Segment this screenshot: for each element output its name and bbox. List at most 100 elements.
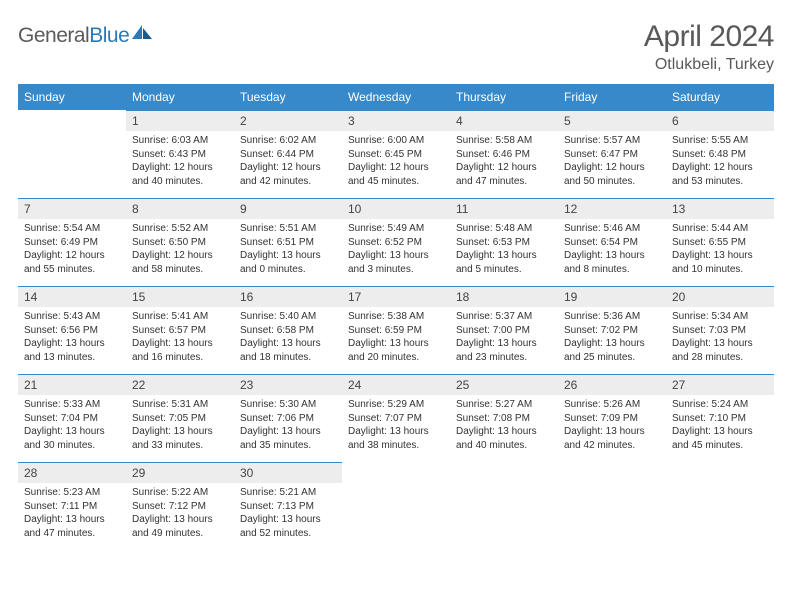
- day-number: 22: [126, 375, 234, 395]
- day-details: Sunrise: 5:46 AMSunset: 6:54 PMDaylight:…: [558, 219, 666, 282]
- day-number: 12: [558, 199, 666, 219]
- title-block: April 2024 Otlukbeli, Turkey: [644, 20, 774, 74]
- day-number: 30: [234, 463, 342, 483]
- calendar-day-cell: 6Sunrise: 5:55 AMSunset: 6:48 PMDaylight…: [666, 110, 774, 198]
- calendar-day-cell: 25Sunrise: 5:27 AMSunset: 7:08 PMDayligh…: [450, 374, 558, 462]
- logo-text-part2: Blue: [89, 24, 129, 47]
- calendar-day-cell: 4Sunrise: 5:58 AMSunset: 6:46 PMDaylight…: [450, 110, 558, 198]
- day-number: 16: [234, 287, 342, 307]
- weekday-header: Monday: [126, 84, 234, 110]
- day-details: Sunrise: 5:48 AMSunset: 6:53 PMDaylight:…: [450, 219, 558, 282]
- calendar-day-cell: 28Sunrise: 5:23 AMSunset: 7:11 PMDayligh…: [18, 462, 126, 550]
- day-number: 8: [126, 199, 234, 219]
- day-details: Sunrise: 5:22 AMSunset: 7:12 PMDaylight:…: [126, 483, 234, 546]
- day-details: Sunrise: 6:00 AMSunset: 6:45 PMDaylight:…: [342, 131, 450, 194]
- day-number: 4: [450, 111, 558, 131]
- calendar-table: SundayMondayTuesdayWednesdayThursdayFrid…: [18, 84, 774, 550]
- day-number: 20: [666, 287, 774, 307]
- weekday-header: Sunday: [18, 84, 126, 110]
- logo: GeneralBlue: [18, 24, 153, 48]
- day-number: 23: [234, 375, 342, 395]
- day-number: 1: [126, 111, 234, 131]
- day-details: Sunrise: 5:31 AMSunset: 7:05 PMDaylight:…: [126, 395, 234, 458]
- calendar-empty-cell: [18, 110, 126, 198]
- calendar-day-cell: 8Sunrise: 5:52 AMSunset: 6:50 PMDaylight…: [126, 198, 234, 286]
- calendar-empty-cell: [666, 462, 774, 550]
- page-title: April 2024: [644, 20, 774, 54]
- day-number: 18: [450, 287, 558, 307]
- calendar-day-cell: 10Sunrise: 5:49 AMSunset: 6:52 PMDayligh…: [342, 198, 450, 286]
- day-number: 2: [234, 111, 342, 131]
- day-details: Sunrise: 5:44 AMSunset: 6:55 PMDaylight:…: [666, 219, 774, 282]
- calendar-day-cell: 2Sunrise: 6:02 AMSunset: 6:44 PMDaylight…: [234, 110, 342, 198]
- day-details: Sunrise: 5:40 AMSunset: 6:58 PMDaylight:…: [234, 307, 342, 370]
- calendar-day-cell: 18Sunrise: 5:37 AMSunset: 7:00 PMDayligh…: [450, 286, 558, 374]
- day-number: 9: [234, 199, 342, 219]
- day-details: Sunrise: 5:26 AMSunset: 7:09 PMDaylight:…: [558, 395, 666, 458]
- day-details: Sunrise: 5:41 AMSunset: 6:57 PMDaylight:…: [126, 307, 234, 370]
- calendar-day-cell: 21Sunrise: 5:33 AMSunset: 7:04 PMDayligh…: [18, 374, 126, 462]
- calendar-day-cell: 26Sunrise: 5:26 AMSunset: 7:09 PMDayligh…: [558, 374, 666, 462]
- calendar-day-cell: 23Sunrise: 5:30 AMSunset: 7:06 PMDayligh…: [234, 374, 342, 462]
- day-number: 21: [18, 375, 126, 395]
- day-details: Sunrise: 5:30 AMSunset: 7:06 PMDaylight:…: [234, 395, 342, 458]
- location-subtitle: Otlukbeli, Turkey: [644, 56, 774, 74]
- weekday-header: Tuesday: [234, 84, 342, 110]
- day-details: Sunrise: 5:57 AMSunset: 6:47 PMDaylight:…: [558, 131, 666, 194]
- calendar-day-cell: 1Sunrise: 6:03 AMSunset: 6:43 PMDaylight…: [126, 110, 234, 198]
- logo-sail-icon: [131, 24, 153, 42]
- calendar-day-cell: 7Sunrise: 5:54 AMSunset: 6:49 PMDaylight…: [18, 198, 126, 286]
- calendar-empty-cell: [342, 462, 450, 550]
- day-details: Sunrise: 5:21 AMSunset: 7:13 PMDaylight:…: [234, 483, 342, 546]
- calendar-day-cell: 20Sunrise: 5:34 AMSunset: 7:03 PMDayligh…: [666, 286, 774, 374]
- calendar-week-row: 7Sunrise: 5:54 AMSunset: 6:49 PMDaylight…: [18, 198, 774, 286]
- calendar-day-cell: 3Sunrise: 6:00 AMSunset: 6:45 PMDaylight…: [342, 110, 450, 198]
- day-number: 28: [18, 463, 126, 483]
- day-number: 6: [666, 111, 774, 131]
- day-number: 25: [450, 375, 558, 395]
- day-number: 3: [342, 111, 450, 131]
- day-number: 17: [342, 287, 450, 307]
- day-details: Sunrise: 5:51 AMSunset: 6:51 PMDaylight:…: [234, 219, 342, 282]
- day-number: 5: [558, 111, 666, 131]
- calendar-day-cell: 15Sunrise: 5:41 AMSunset: 6:57 PMDayligh…: [126, 286, 234, 374]
- day-details: Sunrise: 5:58 AMSunset: 6:46 PMDaylight:…: [450, 131, 558, 194]
- day-number: 29: [126, 463, 234, 483]
- weekday-header: Saturday: [666, 84, 774, 110]
- day-details: Sunrise: 5:34 AMSunset: 7:03 PMDaylight:…: [666, 307, 774, 370]
- weekday-header: Wednesday: [342, 84, 450, 110]
- day-number: 14: [18, 287, 126, 307]
- header: GeneralBlue April 2024 Otlukbeli, Turkey: [18, 20, 774, 74]
- logo-text: GeneralBlue: [18, 24, 129, 48]
- calendar-day-cell: 16Sunrise: 5:40 AMSunset: 6:58 PMDayligh…: [234, 286, 342, 374]
- day-details: Sunrise: 5:38 AMSunset: 6:59 PMDaylight:…: [342, 307, 450, 370]
- calendar-day-cell: 30Sunrise: 5:21 AMSunset: 7:13 PMDayligh…: [234, 462, 342, 550]
- weekday-header: Thursday: [450, 84, 558, 110]
- calendar-day-cell: 27Sunrise: 5:24 AMSunset: 7:10 PMDayligh…: [666, 374, 774, 462]
- weekday-header: Friday: [558, 84, 666, 110]
- calendar-page: GeneralBlue April 2024 Otlukbeli, Turkey…: [0, 0, 792, 560]
- day-details: Sunrise: 5:23 AMSunset: 7:11 PMDaylight:…: [18, 483, 126, 546]
- day-number: 27: [666, 375, 774, 395]
- day-details: Sunrise: 5:49 AMSunset: 6:52 PMDaylight:…: [342, 219, 450, 282]
- day-details: Sunrise: 5:27 AMSunset: 7:08 PMDaylight:…: [450, 395, 558, 458]
- calendar-day-cell: 13Sunrise: 5:44 AMSunset: 6:55 PMDayligh…: [666, 198, 774, 286]
- day-details: Sunrise: 5:52 AMSunset: 6:50 PMDaylight:…: [126, 219, 234, 282]
- day-details: Sunrise: 5:29 AMSunset: 7:07 PMDaylight:…: [342, 395, 450, 458]
- logo-text-part1: General: [18, 24, 89, 47]
- day-details: Sunrise: 5:24 AMSunset: 7:10 PMDaylight:…: [666, 395, 774, 458]
- day-details: Sunrise: 5:54 AMSunset: 6:49 PMDaylight:…: [18, 219, 126, 282]
- calendar-day-cell: 24Sunrise: 5:29 AMSunset: 7:07 PMDayligh…: [342, 374, 450, 462]
- day-number: 24: [342, 375, 450, 395]
- calendar-day-cell: 19Sunrise: 5:36 AMSunset: 7:02 PMDayligh…: [558, 286, 666, 374]
- calendar-day-cell: 12Sunrise: 5:46 AMSunset: 6:54 PMDayligh…: [558, 198, 666, 286]
- calendar-day-cell: 9Sunrise: 5:51 AMSunset: 6:51 PMDaylight…: [234, 198, 342, 286]
- calendar-week-row: 14Sunrise: 5:43 AMSunset: 6:56 PMDayligh…: [18, 286, 774, 374]
- calendar-day-cell: 11Sunrise: 5:48 AMSunset: 6:53 PMDayligh…: [450, 198, 558, 286]
- calendar-day-cell: 17Sunrise: 5:38 AMSunset: 6:59 PMDayligh…: [342, 286, 450, 374]
- day-details: Sunrise: 5:37 AMSunset: 7:00 PMDaylight:…: [450, 307, 558, 370]
- calendar-week-row: 21Sunrise: 5:33 AMSunset: 7:04 PMDayligh…: [18, 374, 774, 462]
- day-number: 13: [666, 199, 774, 219]
- day-details: Sunrise: 5:36 AMSunset: 7:02 PMDaylight:…: [558, 307, 666, 370]
- day-details: Sunrise: 5:55 AMSunset: 6:48 PMDaylight:…: [666, 131, 774, 194]
